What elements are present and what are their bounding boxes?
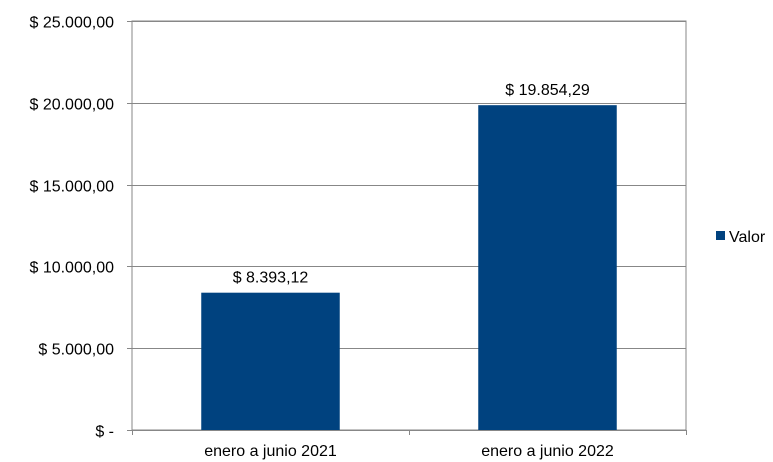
legend-swatch-valor [716, 231, 725, 240]
y-tick-label: $ 10.000,00 [29, 260, 114, 277]
data-labels: $ 8.393,12 $ 19.854,29 [233, 82, 590, 287]
x-category-label: enero a junio 2021 [204, 443, 337, 460]
y-tick-label: $ 20.000,00 [29, 97, 114, 114]
y-tick-label: $ 5.000,00 [38, 342, 114, 359]
data-label: $ 8.393,12 [233, 270, 309, 287]
data-label: $ 19.854,29 [505, 82, 590, 99]
bars [201, 105, 617, 431]
y-tick-label: $ - [95, 424, 114, 441]
y-tick-label: $ 15.000,00 [29, 179, 114, 196]
bar-2 [478, 105, 617, 431]
y-tick-label: $ 25.000,00 [29, 15, 114, 32]
y-axis-tick-labels: $ - $ 5.000,00 $ 10.000,00 $ 15.000,00 $ 20.… [29, 15, 114, 441]
x-axis-category-labels: enero a junio 2021 enero a junio 2022 [204, 443, 614, 460]
bar-1 [201, 292, 340, 430]
legend-label-valor: Valor [729, 229, 766, 246]
x-category-label: enero a junio 2022 [481, 443, 614, 460]
x-axis [132, 430, 687, 435]
legend: Valor [716, 229, 766, 246]
